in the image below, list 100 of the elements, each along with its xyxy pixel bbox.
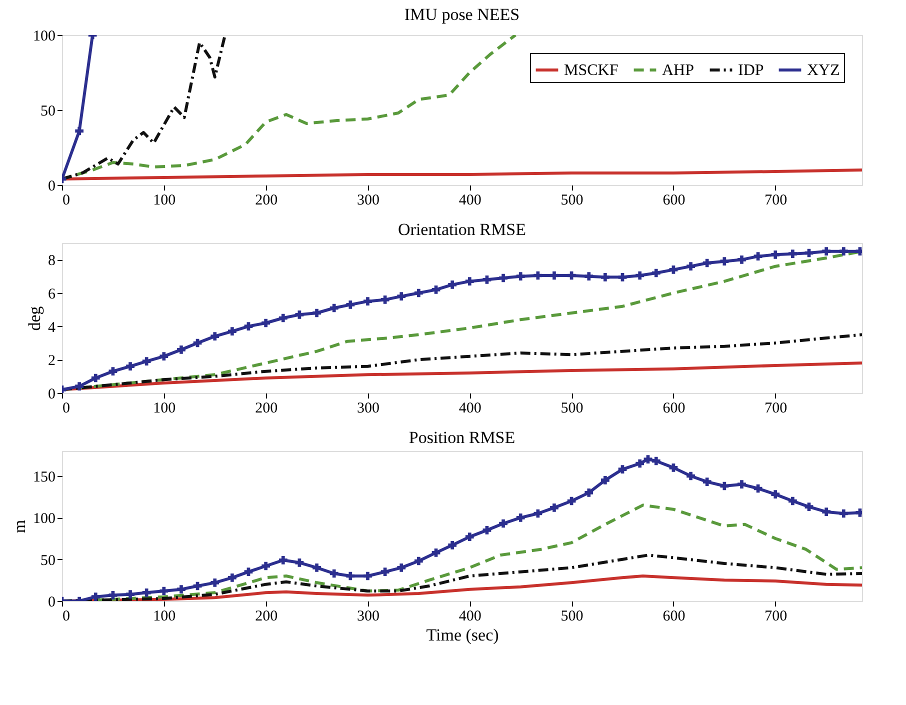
point bbox=[278, 314, 288, 322]
point bbox=[771, 490, 780, 499]
x-tick-label: 200 bbox=[255, 608, 278, 624]
point bbox=[584, 488, 594, 497]
y-tick-label: 6 bbox=[48, 286, 56, 302]
y-tick-label: 50 bbox=[40, 552, 56, 569]
point bbox=[516, 513, 525, 522]
point bbox=[652, 268, 660, 278]
point bbox=[330, 569, 338, 578]
point bbox=[312, 308, 321, 318]
point bbox=[160, 586, 168, 596]
point bbox=[839, 247, 848, 256]
point bbox=[550, 503, 558, 512]
x-tick-label: 400 bbox=[458, 192, 482, 208]
point bbox=[397, 563, 406, 572]
x-tick-label: 100 bbox=[153, 608, 176, 624]
point bbox=[636, 459, 644, 468]
y-tick-label: 0 bbox=[48, 594, 56, 610]
x-tick-label: 400 bbox=[458, 608, 482, 624]
point bbox=[669, 463, 678, 472]
point bbox=[771, 250, 780, 259]
x-tick-label: 500 bbox=[560, 192, 584, 208]
point bbox=[618, 465, 627, 474]
y-axis-title: deg bbox=[25, 306, 44, 331]
point bbox=[414, 556, 423, 566]
y-tick-label: 100 bbox=[33, 511, 56, 528]
chart-title: Position RMSE bbox=[408, 428, 516, 447]
point bbox=[448, 280, 456, 289]
x-tick-label: 100 bbox=[153, 192, 176, 208]
x-tick-label: 500 bbox=[560, 608, 584, 624]
point bbox=[75, 382, 84, 391]
y-tick-label: 2 bbox=[48, 353, 56, 370]
x-tick-label: 200 bbox=[255, 400, 278, 416]
x-tick-label: 600 bbox=[662, 192, 686, 208]
point bbox=[177, 585, 186, 594]
point bbox=[262, 318, 270, 328]
point bbox=[601, 476, 610, 484]
point bbox=[108, 367, 118, 376]
point bbox=[295, 310, 304, 319]
y-tick-label: 50 bbox=[40, 104, 56, 120]
y-tick-label: 0 bbox=[48, 178, 56, 194]
point bbox=[346, 300, 355, 309]
point bbox=[534, 271, 542, 280]
point bbox=[126, 590, 134, 599]
point bbox=[346, 572, 355, 580]
point bbox=[534, 509, 542, 518]
point bbox=[652, 456, 660, 466]
point bbox=[295, 558, 304, 567]
point bbox=[618, 272, 627, 282]
x-tick-label: 300 bbox=[356, 608, 380, 624]
x-tick-label: 0 bbox=[62, 192, 70, 208]
point bbox=[210, 332, 220, 341]
point bbox=[702, 258, 712, 268]
point bbox=[669, 265, 678, 274]
point bbox=[686, 262, 695, 271]
point bbox=[91, 592, 100, 601]
legend-label: MSCKF bbox=[564, 62, 618, 79]
point bbox=[788, 496, 797, 506]
x-tick-label: 0 bbox=[62, 400, 70, 416]
point bbox=[228, 327, 236, 336]
point bbox=[108, 590, 118, 600]
point bbox=[720, 257, 729, 266]
x-tick-label: 0 bbox=[62, 608, 70, 624]
x-tick-label: 700 bbox=[764, 192, 788, 208]
x-tick-label: 700 bbox=[764, 608, 788, 624]
point bbox=[228, 573, 236, 582]
y-axis-title: m bbox=[10, 520, 29, 534]
point bbox=[822, 247, 831, 256]
x-tick-label: 500 bbox=[560, 400, 584, 416]
x-tick-label: 200 bbox=[255, 192, 278, 208]
point bbox=[397, 292, 406, 301]
point bbox=[636, 271, 644, 280]
point bbox=[177, 345, 186, 354]
point bbox=[839, 509, 848, 518]
point bbox=[584, 272, 594, 281]
point bbox=[822, 508, 831, 516]
point bbox=[244, 568, 253, 576]
x-axis-title: Time (sec) bbox=[426, 626, 499, 644]
point bbox=[142, 357, 151, 366]
point bbox=[804, 502, 814, 512]
y-tick-label: 150 bbox=[33, 470, 56, 486]
point bbox=[364, 297, 372, 306]
point bbox=[788, 250, 797, 258]
point bbox=[465, 532, 474, 542]
point bbox=[482, 275, 492, 284]
point bbox=[262, 562, 270, 570]
point bbox=[720, 482, 729, 490]
point bbox=[644, 455, 652, 464]
legend-label: XYZ bbox=[807, 62, 840, 79]
point bbox=[482, 526, 492, 534]
chart-title: Orientation RMSE bbox=[398, 220, 526, 239]
y-tick-label: 100 bbox=[33, 28, 56, 44]
y-tick-label: 8 bbox=[48, 253, 56, 270]
legend-label: AHP bbox=[662, 62, 694, 79]
point bbox=[738, 255, 746, 264]
point bbox=[448, 540, 456, 550]
point bbox=[380, 568, 390, 576]
point bbox=[550, 271, 558, 280]
point bbox=[278, 556, 288, 564]
y-tick-label: 0 bbox=[48, 386, 56, 402]
